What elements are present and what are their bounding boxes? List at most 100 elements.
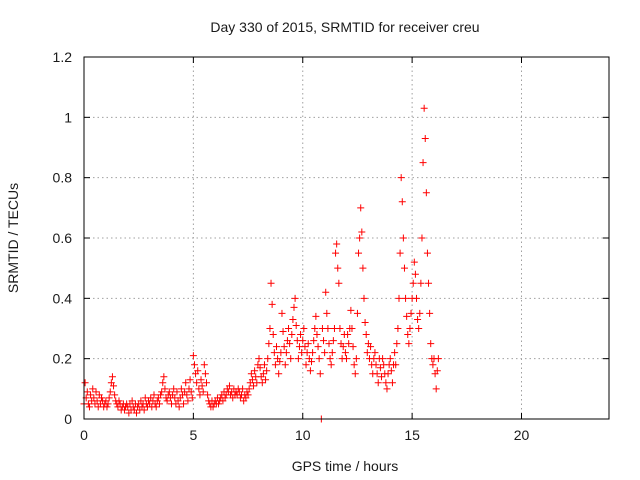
data-point: [183, 391, 191, 399]
data-point: [426, 309, 434, 317]
data-point: [244, 391, 252, 399]
data-point: [265, 340, 273, 348]
data-point: [322, 288, 330, 296]
y-tick-label: 0.2: [53, 351, 73, 367]
data-point: [290, 303, 298, 311]
data-point: [288, 331, 296, 339]
data-point: [374, 379, 382, 387]
data-point: [347, 306, 355, 314]
data-point: [250, 382, 258, 390]
data-point: [312, 312, 320, 320]
data-point: [371, 349, 379, 357]
data-point: [409, 279, 417, 287]
data-point: [248, 376, 256, 384]
data-point: [345, 340, 353, 348]
data-point: [104, 400, 112, 408]
data-point: [198, 382, 206, 390]
y-tick-label: 0: [64, 411, 72, 427]
data-point: [376, 364, 384, 372]
data-point: [294, 355, 302, 363]
x-tick-label: 20: [514, 427, 530, 443]
data-point: [413, 294, 420, 302]
data-point: [433, 367, 441, 375]
data-point: [177, 385, 185, 393]
data-point: [140, 406, 148, 414]
data-point: [260, 361, 268, 369]
data-point: [309, 349, 317, 357]
data-point: [268, 300, 276, 308]
data-point: [275, 370, 283, 378]
data-point: [336, 325, 344, 332]
data-point: [163, 397, 171, 405]
data-point: [323, 309, 331, 317]
y-tick-label: 1: [64, 109, 72, 125]
data-point: [304, 340, 312, 348]
data-point: [255, 355, 263, 363]
grid-lines: [84, 57, 609, 419]
data-point: [332, 249, 340, 257]
data-point: [328, 349, 336, 357]
data-point: [393, 340, 401, 348]
data-point: [386, 355, 394, 363]
data-point: [271, 361, 279, 369]
data-point: [270, 349, 278, 357]
data-point: [382, 379, 390, 387]
data-point: [287, 355, 295, 363]
x-axis-label: GPS time / hours: [292, 458, 399, 474]
data-point: [120, 406, 128, 414]
data-point: [423, 249, 431, 257]
data-point: [273, 343, 280, 351]
data-point: [418, 234, 426, 242]
data-point: [200, 361, 208, 369]
data-point: [396, 249, 404, 257]
data-point: [402, 294, 410, 302]
data-point: [194, 367, 202, 375]
data-point: [417, 279, 425, 287]
data-point: [358, 228, 366, 236]
data-point: [372, 361, 380, 369]
data-point: [297, 331, 305, 339]
data-point: [201, 370, 209, 378]
data-point: [421, 134, 429, 142]
data-point: [203, 379, 210, 387]
data-point: [316, 370, 324, 378]
data-point: [414, 315, 422, 323]
data-point: [344, 331, 352, 339]
y-tick-label: 0.6: [53, 230, 73, 246]
data-point: [353, 309, 361, 317]
data-point: [225, 382, 233, 390]
x-tick-label: 5: [189, 427, 197, 443]
x-tick-label: 0: [80, 427, 88, 443]
data-point: [83, 388, 91, 396]
data-point: [329, 337, 337, 345]
data-point: [397, 174, 405, 182]
data-point: [258, 379, 266, 387]
data-point: [416, 309, 424, 317]
data-point: [415, 325, 423, 332]
data-point: [90, 394, 98, 402]
data-point: [285, 325, 293, 332]
data-point: [356, 234, 364, 242]
data-point: [334, 264, 342, 272]
data-point: [165, 388, 173, 396]
data-point: [432, 385, 440, 393]
data-point: [98, 394, 105, 402]
data-point: [379, 355, 387, 363]
data-point: [103, 403, 111, 411]
data-point: [403, 312, 411, 320]
data-point: [204, 391, 212, 399]
data-point: [311, 325, 319, 332]
y-tick-label: 1.2: [53, 49, 73, 65]
data-point: [279, 328, 287, 336]
data-point: [327, 361, 335, 369]
data-point: [110, 382, 118, 390]
data-point: [308, 358, 315, 366]
data-point: [350, 361, 358, 369]
data-point: [150, 391, 158, 399]
data-point: [363, 349, 371, 357]
data-point: [105, 394, 113, 402]
data-point: [302, 361, 310, 369]
data-point: [434, 355, 442, 363]
y-tick-label: 0.8: [53, 170, 73, 186]
